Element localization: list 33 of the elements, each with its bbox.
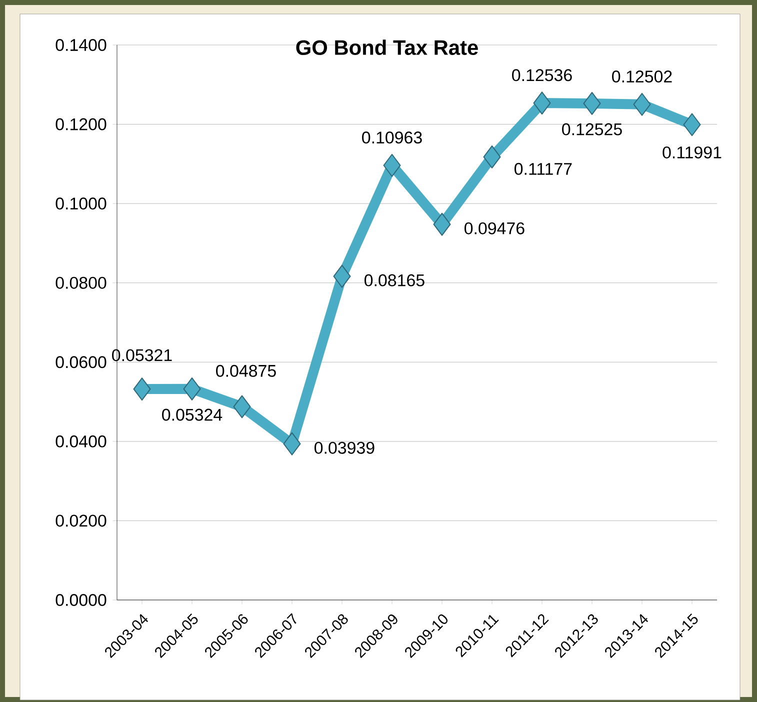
point (333, 264, 351, 288)
point (583, 92, 601, 115)
y-tick-label: 0.0000 (56, 594, 106, 606)
y-tick-label: 0.0600 (56, 356, 106, 368)
point (533, 92, 551, 115)
y-tick-label: 0.1400 (56, 38, 106, 51)
data-label: 0.11177 (514, 162, 572, 175)
point (633, 92, 651, 116)
chart-title: GO Bond Tax Rate (296, 40, 478, 56)
point (133, 378, 151, 401)
y-tick-label: 0.0200 (56, 514, 106, 527)
data-label: 0.05324 (162, 408, 222, 421)
data-label: 0.10963 (362, 132, 422, 144)
data-label: 0.09476 (464, 222, 524, 234)
y-tick-label: 0.0800 (56, 276, 106, 289)
data-label: 0.11991 (662, 146, 722, 158)
point (183, 377, 201, 400)
data-label: 0.04875 (216, 364, 276, 377)
point (483, 145, 501, 168)
data-label: 0.12502 (612, 70, 672, 83)
point (383, 154, 401, 177)
y-tick-label: 0.1200 (56, 118, 106, 130)
point (683, 113, 701, 136)
point (283, 432, 301, 456)
data-label: 0.12525 (562, 123, 622, 136)
y-tick-label: 0.0400 (56, 435, 106, 448)
point (233, 395, 251, 418)
data-label: 0.08165 (364, 274, 424, 286)
point (433, 212, 451, 236)
data-label: 0.03939 (314, 442, 374, 454)
data-label: 0.05321 (112, 349, 172, 362)
y-tick-label: 0.1000 (56, 198, 106, 210)
data-label: 0.12536 (512, 69, 572, 82)
